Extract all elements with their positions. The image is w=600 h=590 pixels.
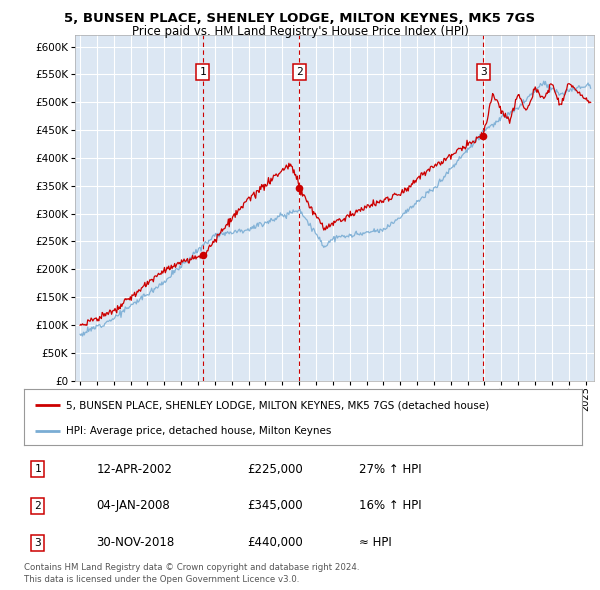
- Text: 2: 2: [296, 67, 302, 77]
- Text: 1: 1: [199, 67, 206, 77]
- Text: Price paid vs. HM Land Registry's House Price Index (HPI): Price paid vs. HM Land Registry's House …: [131, 25, 469, 38]
- Text: 5, BUNSEN PLACE, SHENLEY LODGE, MILTON KEYNES, MK5 7GS (detached house): 5, BUNSEN PLACE, SHENLEY LODGE, MILTON K…: [66, 400, 489, 410]
- Text: 27% ↑ HPI: 27% ↑ HPI: [359, 463, 421, 476]
- Text: 3: 3: [35, 537, 41, 548]
- Text: £440,000: £440,000: [247, 536, 303, 549]
- Text: 1: 1: [35, 464, 41, 474]
- Text: 3: 3: [480, 67, 487, 77]
- Text: 30-NOV-2018: 30-NOV-2018: [97, 536, 175, 549]
- Text: 12-APR-2002: 12-APR-2002: [97, 463, 172, 476]
- Text: 5, BUNSEN PLACE, SHENLEY LODGE, MILTON KEYNES, MK5 7GS: 5, BUNSEN PLACE, SHENLEY LODGE, MILTON K…: [64, 12, 536, 25]
- Text: This data is licensed under the Open Government Licence v3.0.: This data is licensed under the Open Gov…: [24, 575, 299, 584]
- Text: 16% ↑ HPI: 16% ↑ HPI: [359, 499, 421, 513]
- Text: £345,000: £345,000: [247, 499, 303, 513]
- Text: HPI: Average price, detached house, Milton Keynes: HPI: Average price, detached house, Milt…: [66, 427, 331, 437]
- Text: Contains HM Land Registry data © Crown copyright and database right 2024.: Contains HM Land Registry data © Crown c…: [24, 563, 359, 572]
- Text: ≈ HPI: ≈ HPI: [359, 536, 392, 549]
- Text: 2: 2: [35, 501, 41, 511]
- Text: £225,000: £225,000: [247, 463, 303, 476]
- Text: 04-JAN-2008: 04-JAN-2008: [97, 499, 170, 513]
